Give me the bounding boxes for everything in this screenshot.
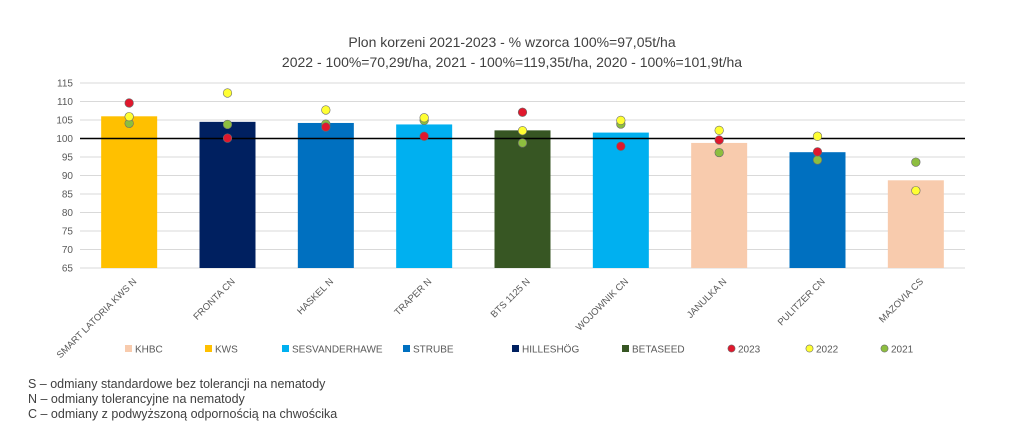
point-2022	[124, 112, 134, 122]
bar	[691, 142, 748, 268]
bar	[199, 121, 256, 268]
point-2021	[517, 138, 528, 148]
legend-swatch	[125, 345, 132, 352]
legend-marker	[727, 344, 736, 353]
y-tick-label: 80	[62, 208, 74, 219]
point-2023	[419, 131, 429, 141]
legend-label: 2021	[891, 345, 914, 356]
note-resistant: C – odmiany z podwyższoną odpornością na…	[28, 406, 338, 421]
x-tick-label: TRAPER N	[393, 276, 435, 318]
point-2023	[812, 147, 823, 157]
point-2022	[812, 131, 823, 141]
point-2023	[124, 98, 134, 108]
x-tick-label: WOJOWNIK CN	[574, 276, 631, 333]
y-tick-label: 65	[62, 264, 74, 275]
point-2021	[911, 157, 921, 167]
y-tick-label: 110	[57, 97, 73, 108]
legend-swatch	[205, 345, 212, 352]
x-tick-label: MAZOVIA CS	[877, 276, 926, 325]
bar	[297, 122, 354, 269]
bar	[101, 116, 158, 268]
legend-label: BETASEED	[632, 345, 685, 356]
x-tick-label: PULITZER CN	[776, 276, 828, 328]
point-2023	[714, 135, 724, 145]
point-2022	[616, 115, 626, 125]
point-2021	[812, 155, 823, 165]
point-2023	[616, 141, 626, 151]
y-tick-label: 95	[62, 153, 74, 164]
note-tolerant: N – odmiany tolerancyjne na nematody	[28, 391, 245, 406]
notes: S – odmiany standardowe bez tolerancji n…	[28, 377, 337, 421]
point-2022	[517, 126, 528, 136]
legend-label: 2022	[816, 345, 839, 356]
x-tick-label: HASKEL N	[295, 276, 336, 317]
y-tick-label: 105	[56, 116, 73, 127]
point-2022	[419, 113, 429, 123]
bar	[592, 132, 649, 268]
chart-title: Plon korzeni 2021-2023 - % wzorca 100%=9…	[348, 34, 676, 50]
legend-label: KHBC	[135, 345, 163, 356]
x-tick-label: JANULKA N	[685, 276, 729, 320]
legend-swatch	[403, 345, 410, 352]
point-2021	[714, 147, 724, 158]
point-2022	[222, 88, 233, 98]
x-tick-label: FRONTA CN	[192, 276, 238, 322]
legend-label: STRUBE	[413, 345, 454, 356]
y-tick-label: 115	[57, 79, 73, 90]
y-tick-label: 100	[56, 134, 73, 145]
legend-label: HILLESHÖG	[522, 344, 579, 356]
point-2023	[222, 133, 233, 143]
y-tick-label: 85	[62, 190, 74, 201]
point-2022	[911, 186, 921, 196]
x-tick-label: BTS 1125 N	[489, 276, 533, 320]
bar	[494, 130, 551, 268]
legend-swatch	[282, 345, 289, 352]
legend-label: 2023	[738, 345, 761, 356]
y-tick-label: 75	[62, 227, 74, 238]
note-standard: S – odmiany standardowe bez tolerancji n…	[28, 377, 326, 391]
point-2021	[222, 119, 233, 130]
chart-subtitle: 2022 - 100%=70,29t/ha, 2021 - 100%=119,3…	[281, 54, 743, 70]
point-2022	[714, 125, 724, 135]
point-2023	[321, 122, 331, 132]
y-tick-label: 90	[62, 171, 74, 182]
point-2022	[321, 105, 331, 115]
legend-marker	[880, 344, 889, 353]
bar	[396, 124, 453, 268]
legend-label: SESVANDERHAWE	[292, 345, 383, 356]
legend-swatch	[622, 345, 629, 352]
y-tick-label: 70	[62, 245, 74, 256]
point-2023	[517, 107, 528, 117]
legend-swatch	[512, 345, 519, 352]
bar	[789, 152, 846, 268]
legend-label: KWS	[215, 345, 238, 356]
legend-marker	[805, 344, 814, 353]
